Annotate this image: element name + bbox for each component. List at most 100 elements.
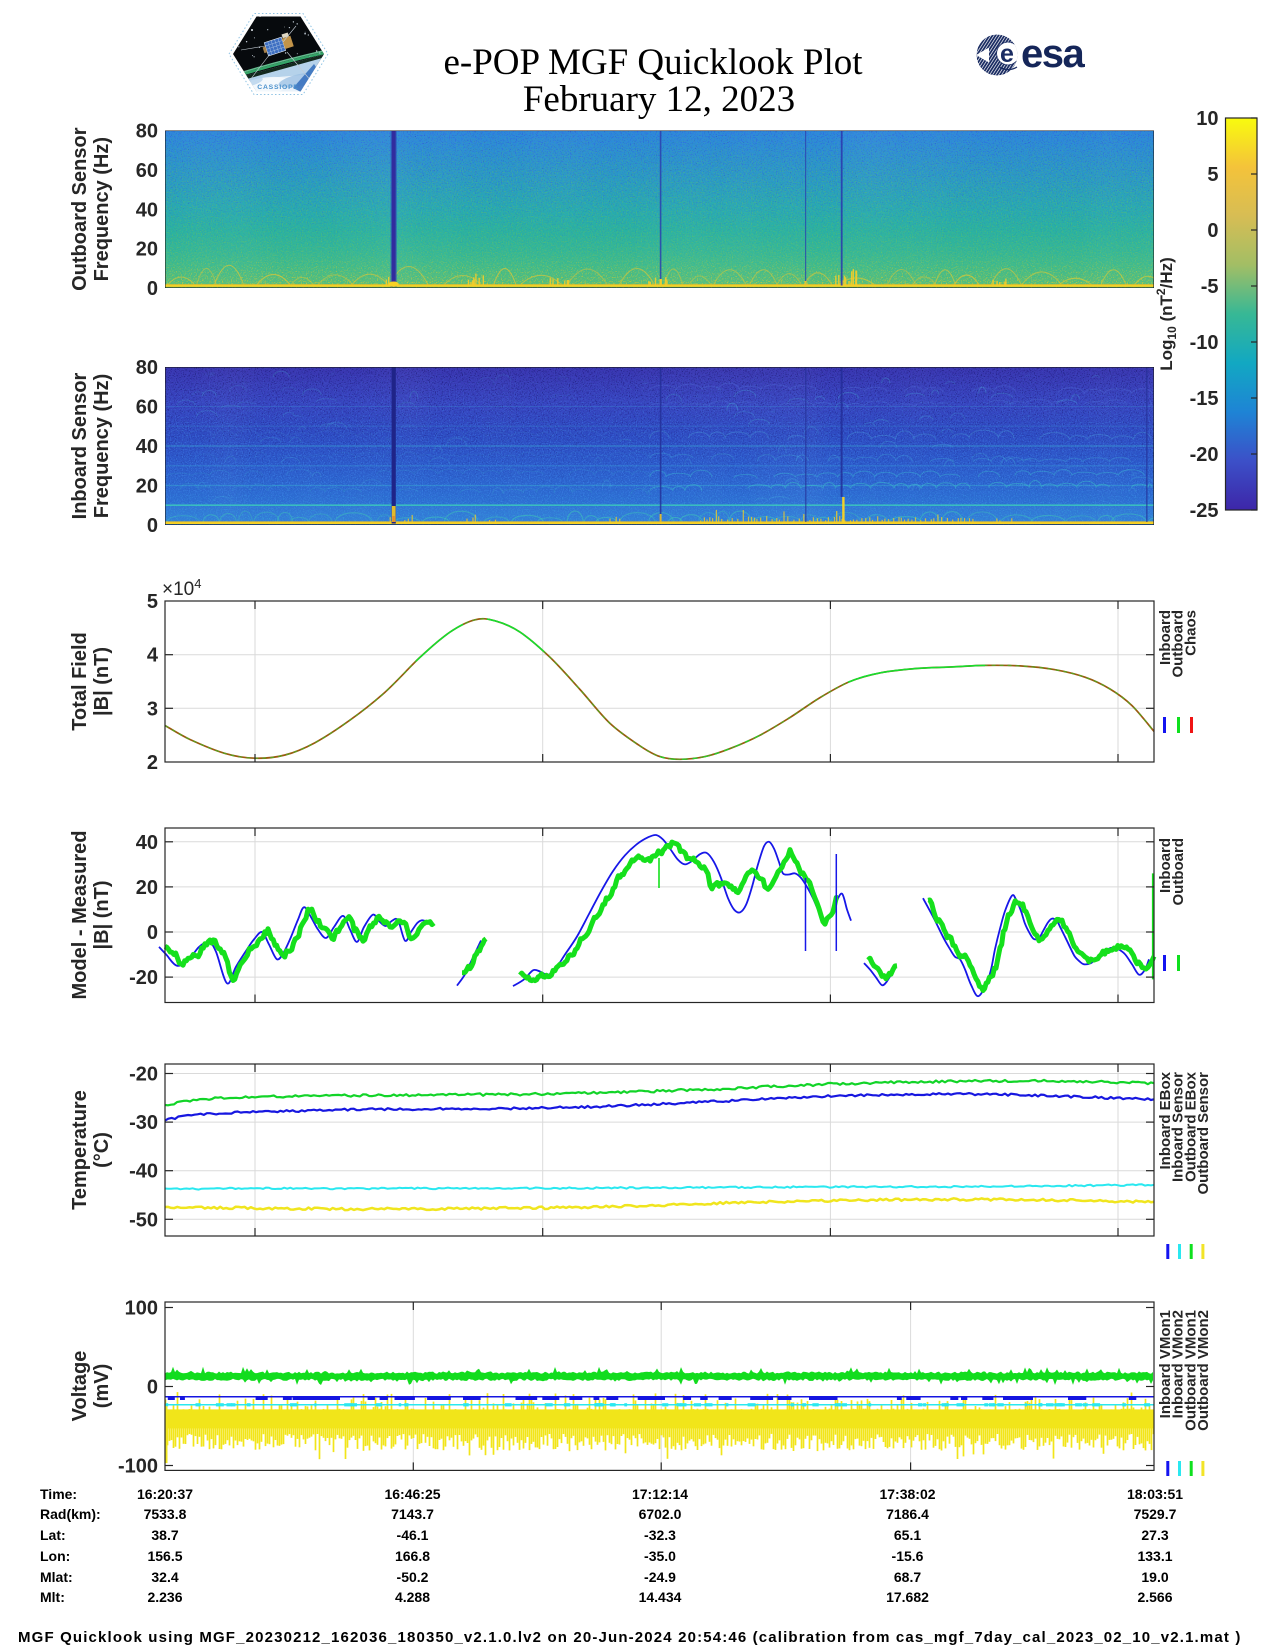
svg-text:0: 0 <box>1207 220 1218 242</box>
svg-text:7529.7: 7529.7 <box>1134 1506 1177 1522</box>
svg-text:17:12:14: 17:12:14 <box>632 1486 688 1502</box>
svg-text:-50.2: -50.2 <box>397 1569 429 1585</box>
svg-text:0: 0 <box>147 922 158 944</box>
svg-text:40: 40 <box>136 832 158 854</box>
svg-text:3: 3 <box>147 698 158 720</box>
svg-text:5: 5 <box>1207 164 1218 186</box>
svg-text:Lon:: Lon: <box>40 1548 70 1564</box>
svg-text:Inboard VMon2: Inboard VMon2 <box>1170 1310 1187 1418</box>
svg-text:2: 2 <box>147 752 158 774</box>
svg-text:Total Field: Total Field <box>69 632 91 731</box>
svg-text:38.7: 38.7 <box>151 1527 178 1543</box>
svg-text:68.7: 68.7 <box>894 1569 921 1585</box>
svg-text:5: 5 <box>147 591 158 613</box>
svg-text:0: 0 <box>147 515 158 537</box>
svg-text:Inboard: Inboard <box>1157 610 1174 665</box>
svg-text:-15: -15 <box>1190 388 1219 410</box>
svg-text:18:03:51: 18:03:51 <box>1127 1486 1183 1502</box>
svg-text:4.288: 4.288 <box>395 1589 430 1605</box>
svg-text:-15.6: -15.6 <box>892 1548 924 1564</box>
svg-text:Outboard: Outboard <box>1170 610 1187 678</box>
svg-text:-5: -5 <box>1201 276 1219 298</box>
svg-text:(°C): (°C) <box>91 1132 113 1168</box>
svg-text:156.5: 156.5 <box>147 1548 182 1564</box>
svg-text:(mV): (mV) <box>91 1364 113 1408</box>
svg-text:Log10 (nT2/Hz): Log10 (nT2/Hz) <box>1154 257 1179 371</box>
svg-text:-32.3: -32.3 <box>644 1527 676 1543</box>
svg-text:6702.0: 6702.0 <box>639 1506 682 1522</box>
svg-text:MGF Quicklook using MGF_202302: MGF Quicklook using MGF_20230212_162036_… <box>18 1629 1241 1646</box>
svg-text:65.1: 65.1 <box>894 1527 921 1543</box>
svg-text:-20: -20 <box>129 1064 158 1086</box>
svg-text:Frequency (Hz): Frequency (Hz) <box>91 137 113 281</box>
svg-text:Inboard Sensor: Inboard Sensor <box>69 372 91 519</box>
svg-text:-100: -100 <box>118 1456 158 1478</box>
svg-text:7143.7: 7143.7 <box>391 1506 434 1522</box>
svg-text:60: 60 <box>136 160 158 182</box>
svg-text:32.4: 32.4 <box>151 1569 178 1585</box>
svg-text:-30: -30 <box>129 1112 158 1134</box>
svg-text:Inboard: Inboard <box>1157 838 1174 893</box>
svg-text:0: 0 <box>147 1377 158 1399</box>
svg-text:133.1: 133.1 <box>1137 1548 1172 1564</box>
svg-text:Model - Measured: Model - Measured <box>69 831 91 1000</box>
svg-text:Outboard Sensor: Outboard Sensor <box>1195 1072 1212 1195</box>
svg-text:Rad(km):: Rad(km): <box>40 1506 101 1522</box>
svg-text:19.0: 19.0 <box>1141 1569 1168 1585</box>
svg-text:-50: -50 <box>129 1209 158 1231</box>
svg-text:Outboard VMon1: Outboard VMon1 <box>1182 1310 1199 1431</box>
svg-text:0: 0 <box>147 278 158 300</box>
svg-text:Outboard: Outboard <box>1170 838 1187 906</box>
svg-text:-25: -25 <box>1190 500 1219 522</box>
svg-text:Voltage: Voltage <box>69 1351 91 1422</box>
svg-text:20: 20 <box>136 877 158 899</box>
svg-text:2.236: 2.236 <box>147 1589 182 1605</box>
svg-text:2.566: 2.566 <box>1137 1589 1172 1605</box>
svg-text:e: e <box>1000 40 1014 68</box>
svg-text:|B| (nT): |B| (nT) <box>91 647 113 716</box>
svg-text:7186.4: 7186.4 <box>886 1506 929 1522</box>
svg-text:20: 20 <box>136 476 158 498</box>
svg-text:-35.0: -35.0 <box>644 1548 676 1564</box>
svg-text:esa: esa <box>1021 32 1085 76</box>
svg-text:Chaos: Chaos <box>1182 610 1199 656</box>
svg-text:e-POP MGF Quicklook Plot: e-POP MGF Quicklook Plot <box>443 42 863 83</box>
svg-text:Frequency (Hz): Frequency (Hz) <box>91 374 113 518</box>
svg-text:Outboard EBox: Outboard EBox <box>1182 1071 1199 1182</box>
svg-text:100: 100 <box>125 1298 158 1320</box>
svg-text:February 12, 2023: February 12, 2023 <box>523 79 795 120</box>
svg-text:27.3: 27.3 <box>1141 1527 1168 1543</box>
svg-text:60: 60 <box>136 397 158 419</box>
svg-text:CASSIOPE: CASSIOPE <box>257 84 299 91</box>
svg-text:Lat:: Lat: <box>40 1527 66 1543</box>
svg-text:-46.1: -46.1 <box>397 1527 429 1543</box>
svg-text:40: 40 <box>136 436 158 458</box>
svg-text:Inboard EBox: Inboard EBox <box>1157 1071 1174 1169</box>
svg-text:80: 80 <box>136 121 158 143</box>
svg-text:80: 80 <box>136 357 158 379</box>
svg-text:-24.9: -24.9 <box>644 1569 676 1585</box>
svg-text:Outboard Sensor: Outboard Sensor <box>69 127 91 291</box>
svg-text:Outboard VMon2: Outboard VMon2 <box>1195 1310 1212 1431</box>
svg-text:16:20:37: 16:20:37 <box>137 1486 193 1502</box>
svg-text:Mlat:: Mlat: <box>40 1569 73 1585</box>
svg-text:|B| (nT): |B| (nT) <box>91 881 113 950</box>
svg-text:-20: -20 <box>129 967 158 989</box>
svg-text:Mlt:: Mlt: <box>40 1589 65 1605</box>
svg-text:-10: -10 <box>1190 332 1219 354</box>
svg-text:16:46:25: 16:46:25 <box>384 1486 440 1502</box>
svg-text:10: 10 <box>1196 108 1218 130</box>
svg-text:14.434: 14.434 <box>639 1589 682 1605</box>
svg-text:Inboard Sensor: Inboard Sensor <box>1170 1072 1187 1182</box>
svg-text:Time:: Time: <box>40 1486 77 1502</box>
svg-text:Temperature: Temperature <box>69 1090 91 1210</box>
svg-text:17.682: 17.682 <box>886 1589 929 1605</box>
svg-text:-20: -20 <box>1190 444 1219 466</box>
svg-text:166.8: 166.8 <box>395 1548 430 1564</box>
svg-text:7533.8: 7533.8 <box>144 1506 187 1522</box>
svg-text:17:38:02: 17:38:02 <box>879 1486 935 1502</box>
svg-text:4: 4 <box>147 645 159 667</box>
svg-text:40: 40 <box>136 199 158 221</box>
svg-text:Inboard VMon1: Inboard VMon1 <box>1157 1310 1174 1418</box>
svg-text:20: 20 <box>136 239 158 261</box>
